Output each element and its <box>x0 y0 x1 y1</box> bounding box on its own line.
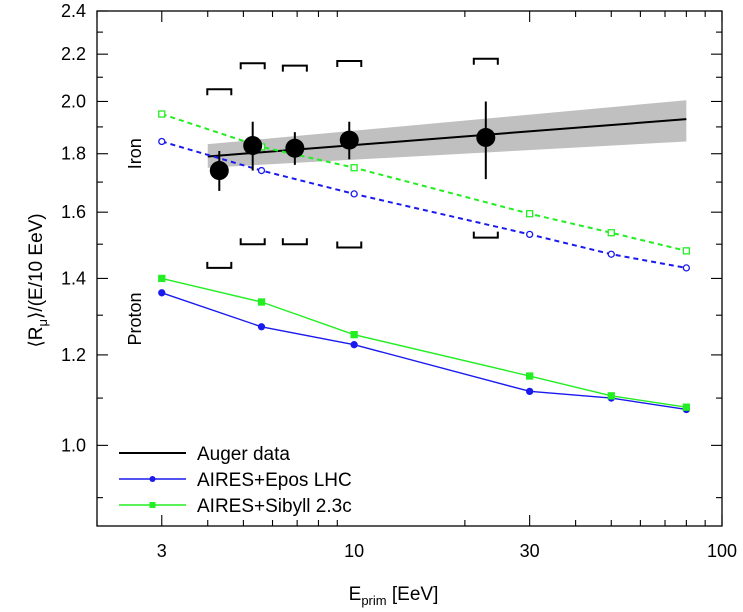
iron-series-point <box>351 191 357 197</box>
y-tick-label: 2.0 <box>61 91 86 111</box>
systematic-bracket-upper <box>241 63 265 69</box>
iron-series-point <box>527 211 533 217</box>
fit-band-layer <box>208 100 687 167</box>
plot-frame <box>97 11 722 526</box>
legend-label-epos: AIRES+Epos LHC <box>197 470 352 491</box>
iron-series-point <box>527 231 533 237</box>
x-tick-label: 100 <box>707 541 737 561</box>
proton-series-point <box>527 373 533 379</box>
y-tick-label: 1.0 <box>61 435 86 455</box>
iron-series-point <box>159 138 165 144</box>
proton-series-point <box>683 404 689 410</box>
systematic-bracket-lower <box>241 238 265 244</box>
y-axis-label-suffix: ⟩/(E/10 EeV) <box>26 213 47 319</box>
systematic-bracket-lower <box>207 262 231 268</box>
x-axis-label-main: E <box>349 584 362 605</box>
systematic-bracket-upper <box>474 59 498 65</box>
systematic-bracket-upper <box>337 61 361 67</box>
fit-uncertainty-band <box>208 100 687 167</box>
iron-series-point <box>608 230 614 236</box>
systematic-bracket-upper <box>207 89 231 95</box>
proton-series-point <box>608 393 614 399</box>
auger-data-point <box>243 136 262 155</box>
auger-data-point <box>340 131 359 150</box>
x-axis-label: Eprim [EeV] <box>349 584 439 608</box>
systematic-bracket-lower <box>283 238 307 244</box>
iron-series-point <box>683 265 689 271</box>
proton-series-line <box>162 278 687 407</box>
proton-series-point <box>258 299 264 305</box>
y-tick-label: 1.2 <box>61 345 86 365</box>
legend-label-auger: Auger data <box>197 444 290 465</box>
proton-series-point <box>351 342 357 348</box>
proton-series-point <box>527 388 533 394</box>
proton-series-point <box>351 332 357 338</box>
y-tick-label: 1.6 <box>61 202 86 222</box>
y-tick-label: 2.4 <box>61 1 86 21</box>
auger-data-point <box>476 128 495 147</box>
legend-marker-sibyll <box>150 502 156 508</box>
proton-series-point <box>159 290 165 296</box>
proton-series-point <box>258 324 264 330</box>
x-axis-label-sub: prim <box>361 593 386 608</box>
y-axis-label: ⟨Rμ⟩/(E/10 EeV) <box>26 213 50 347</box>
iron-series-point <box>351 165 357 171</box>
y-tick-label: 1.4 <box>61 268 86 288</box>
x-tick-label: 3 <box>157 541 167 561</box>
y-tick-label: 1.8 <box>61 144 86 164</box>
y-axis-label-sub: μ <box>35 319 50 327</box>
y-axis-label-prefix: ⟨R <box>26 326 47 347</box>
y-tick-label: 2.2 <box>61 44 86 64</box>
x-axis-label-unit: [EeV] <box>387 584 439 605</box>
proton-label: Proton <box>125 293 145 346</box>
iron-series-point <box>159 111 165 117</box>
x-tick-label: 30 <box>520 541 540 561</box>
iron-series-point <box>683 248 689 254</box>
legend-label-sibyll: AIRES+Sibyll 2.3c <box>197 496 352 517</box>
systematic-bracket-lower <box>474 232 498 238</box>
iron-label: Iron <box>125 138 145 169</box>
auger-data-point <box>285 139 304 158</box>
auger-data-point <box>210 161 229 180</box>
iron-series-point <box>608 251 614 257</box>
systematic-bracket-lower <box>337 242 361 248</box>
legend: Auger data AIRES+Epos LHC AIRES+Sibyll 2.3… <box>119 444 352 517</box>
iron-series-point <box>258 168 264 174</box>
proton-series-point <box>159 275 165 281</box>
x-tick-label: 10 <box>344 541 364 561</box>
legend-marker-epos <box>150 476 156 482</box>
systematic-bracket-upper <box>283 66 307 72</box>
